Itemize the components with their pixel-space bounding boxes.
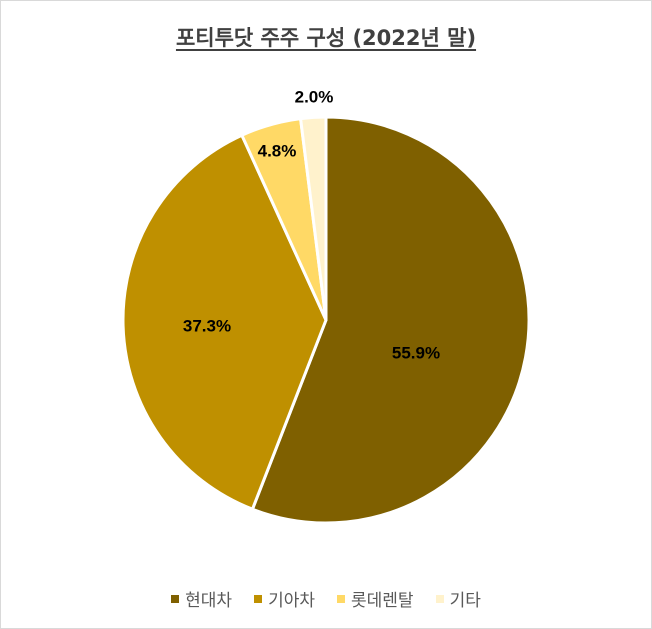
legend-swatch-3 bbox=[337, 594, 345, 603]
legend-item-3: 롯데렌탈 bbox=[337, 586, 414, 611]
data-label-3: 4.8% bbox=[258, 142, 297, 161]
data-label-4: 2.0% bbox=[295, 88, 334, 107]
chart-title: 포티투닷 주주 구성 (2022년 말) bbox=[175, 26, 477, 50]
chart-legend: 현대차 기아차 롯데렌탈 기타 bbox=[0, 586, 652, 611]
legend-item-1: 현대차 bbox=[171, 586, 232, 611]
data-label-1: 55.9% bbox=[392, 344, 440, 363]
legend-item-2: 기아차 bbox=[254, 586, 315, 611]
legend-label-1: 현대차 bbox=[185, 591, 233, 611]
legend-item-4: 기타 bbox=[435, 586, 481, 611]
legend-swatch-2 bbox=[254, 594, 263, 603]
legend-swatch-4 bbox=[435, 594, 444, 603]
data-label-2: 37.3% bbox=[183, 317, 231, 336]
legend-label-2: 기아차 bbox=[268, 591, 315, 611]
legend-swatch-1 bbox=[171, 594, 180, 603]
pie-slice-4 bbox=[299, 115, 328, 322]
legend-label-4: 기타 bbox=[449, 591, 481, 611]
pie-slice-1 bbox=[250, 115, 531, 525]
pie-slice-2 bbox=[121, 133, 328, 511]
legend-label-3: 롯데렌탈 bbox=[351, 591, 414, 611]
